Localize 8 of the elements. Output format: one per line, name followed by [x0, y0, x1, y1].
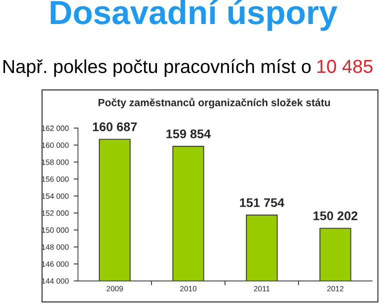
data-label: 151 754 — [240, 198, 284, 208]
data-label: 159 854 — [166, 129, 211, 138]
chart-subtitle: Např. pokles počtu pracovních míst o — [3, 59, 311, 77]
text: 10 485 — [317, 60, 372, 74]
chart-title: Dosavadní úspory — [50, 0, 338, 31]
data-label: 150 202 — [314, 211, 358, 220]
data-label: 160 687 — [92, 122, 137, 132]
text: Počty zaměstnanců organizačních složek státu — [98, 98, 330, 108]
